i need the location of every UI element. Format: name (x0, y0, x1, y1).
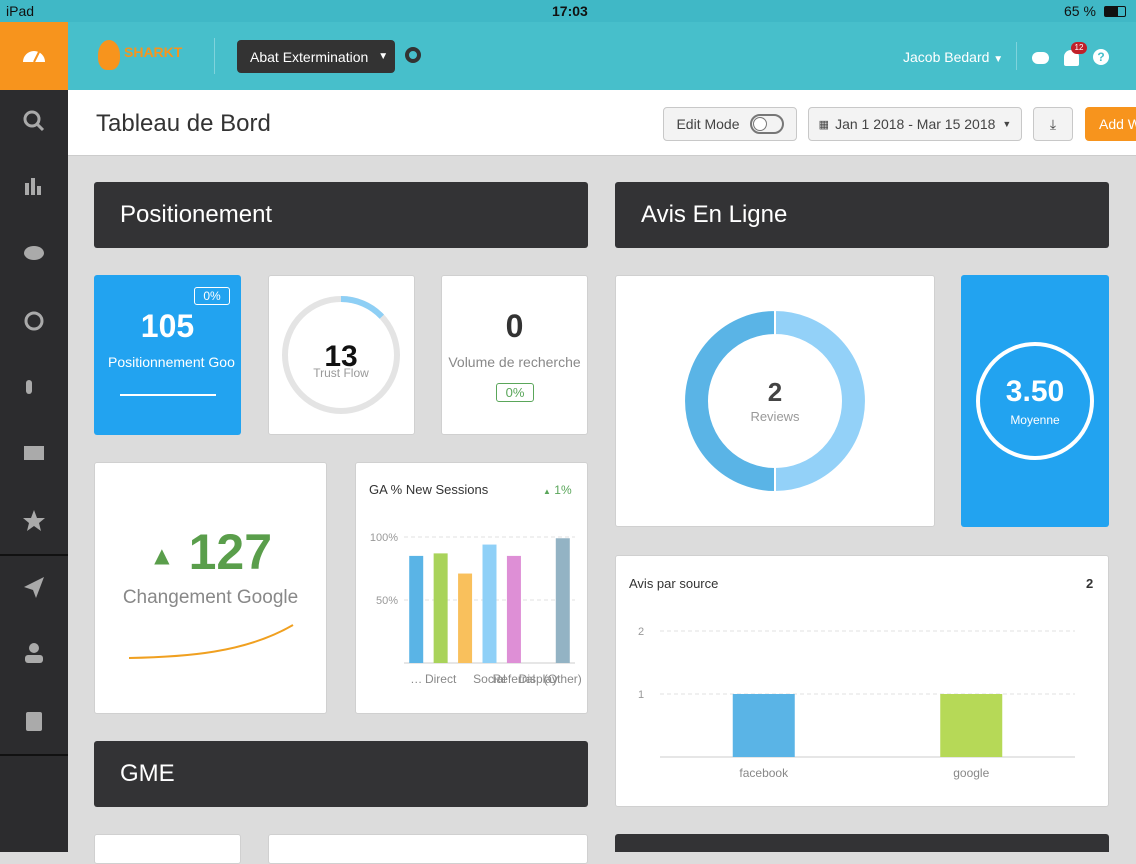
moyenne-label: Moyenne (1010, 413, 1060, 427)
battery-level: 65 % (1064, 3, 1096, 19)
avis-source-total: 2 (1086, 576, 1094, 591)
divider (1016, 42, 1017, 70)
edit-mode-toggle[interactable]: Edit Mode (663, 107, 797, 141)
position-change: 0% (194, 287, 230, 305)
section-header: GME (94, 741, 588, 807)
avis-source-card: Avis par source 2 (615, 555, 1109, 807)
section-header (615, 834, 1109, 852)
header: SHARKT Abat Extermination ▼ Jacob Bedard … (0, 22, 1136, 90)
ga-change-value: 1% (554, 483, 572, 497)
user-name: Jacob Bedard (903, 49, 990, 65)
volume-change: 0% (496, 383, 534, 402)
card (94, 834, 241, 864)
section-header: Positionement (94, 182, 588, 248)
status-bar: iPad 17:03 65 % (0, 0, 1136, 22)
download-button[interactable]: ⤓ (1033, 107, 1073, 141)
volume-label: Volume de recherche (448, 354, 581, 370)
changement-label: Changement Google (122, 587, 299, 608)
changement-value: ▲ 127 (148, 524, 273, 580)
time: 17:03 (552, 3, 588, 19)
position-label: Positionnement Goo (108, 354, 235, 370)
changement-number: 127 (188, 524, 273, 580)
trust-flow-card (268, 275, 415, 435)
sidebar (0, 90, 68, 852)
volume-card: 0 Volume de recherche 0% (441, 275, 588, 435)
card (268, 834, 588, 864)
settings-icon[interactable] (405, 47, 421, 63)
account-name: Abat Extermination (250, 48, 369, 65)
chat-icon[interactable] (1032, 52, 1049, 64)
home-button[interactable] (0, 22, 68, 90)
page-title: Tableau de Bord (96, 110, 271, 137)
moyenne-value: 3.50 (1005, 375, 1065, 408)
logo-icon (98, 40, 120, 70)
ga-title: GA % New Sessions (369, 482, 489, 497)
help-icon[interactable]: ? (1093, 49, 1109, 65)
add-widget-button[interactable]: Add W (1085, 107, 1136, 141)
toolbar: Tableau de Bord Edit Mode ▦ Jan 1 2018 - … (68, 90, 1136, 156)
account-select[interactable]: Abat Extermination ▼ (237, 40, 395, 73)
moyenne-card: 3.50 Moyenne (961, 275, 1109, 527)
section-header: Avis En Ligne (615, 182, 1109, 248)
divider (214, 38, 215, 74)
battery-icon (1104, 6, 1126, 17)
brand: SHARKT (124, 44, 183, 60)
bell-icon[interactable] (1064, 50, 1079, 66)
user-menu[interactable]: Jacob Bedard ▼ (903, 49, 1004, 65)
sparkline (120, 394, 216, 396)
ga-card: GA % New Sessions ▲ 1% (355, 462, 588, 714)
position-card: 0% 105 Positionnement Goo (94, 275, 241, 435)
avis-source-title: Avis par source (629, 576, 719, 591)
date-range: Jan 1 2018 - Mar 15 2018 (835, 116, 996, 132)
device: iPad (6, 3, 35, 19)
volume-value: 0 (505, 308, 524, 344)
edit-mode-label: Edit Mode (676, 116, 740, 132)
changement-card: ▲ 127 Changement Google (94, 462, 327, 714)
sidebar-icons (0, 110, 68, 756)
ga-change: ▲ 1% (543, 483, 572, 497)
date-range-picker[interactable]: ▦ Jan 1 2018 - Mar 15 2018 ▼ (808, 107, 1022, 141)
reviews-card (615, 275, 935, 527)
position-value: 105 (140, 308, 195, 344)
notification-badge: 12 (1071, 42, 1087, 54)
sparkline (128, 624, 294, 659)
